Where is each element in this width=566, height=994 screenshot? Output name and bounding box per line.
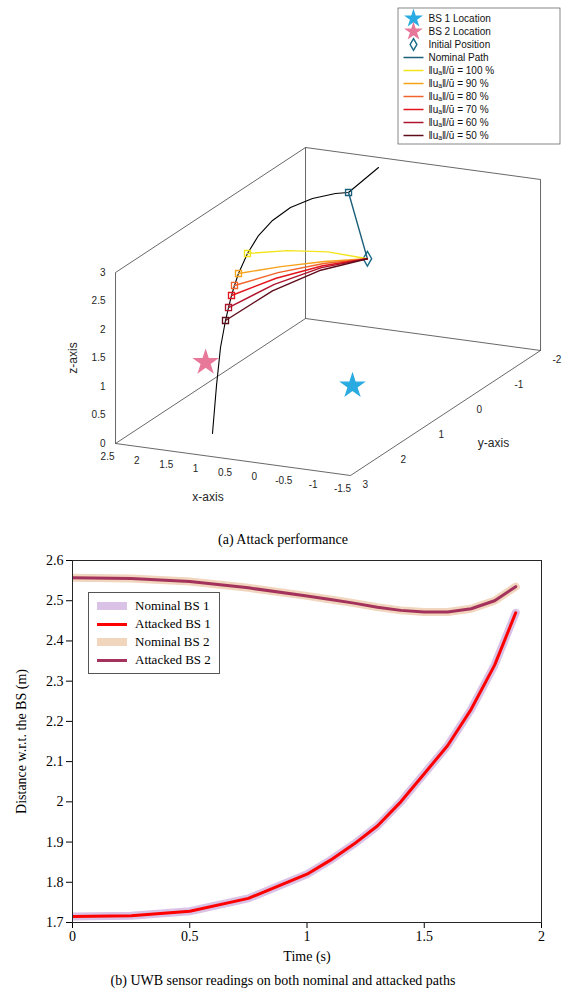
svg-text:2.5: 2.5	[46, 593, 64, 608]
svg-text:-1.5: -1.5	[334, 483, 352, 494]
svg-text:1.5: 1.5	[92, 352, 106, 363]
svg-text:BS 1 Location: BS 1 Location	[429, 13, 491, 24]
svg-text:‖uₐ‖/ū = 100 %: ‖uₐ‖/ū = 100 %	[429, 65, 495, 76]
html-text:Attacked BS 2: Attacked BS 2	[135, 652, 211, 667]
svg-text:-2: -2	[553, 354, 562, 365]
svg-text:1.9: 1.9	[46, 835, 64, 850]
svg-text:2: 2	[134, 455, 140, 466]
svg-text:0: 0	[477, 404, 483, 415]
html-text:Nominal BS 1: Nominal BS 1	[135, 598, 210, 613]
svg-text:Time (s): Time (s)	[283, 949, 331, 965]
svg-text:2: 2	[100, 324, 106, 335]
svg-text:3: 3	[363, 479, 369, 490]
svg-text:-1: -1	[309, 479, 318, 490]
svg-text:-1: -1	[515, 379, 524, 390]
svg-text:1.8: 1.8	[46, 875, 64, 890]
svg-text:0: 0	[252, 471, 258, 482]
html-text:Nominal BS 2: Nominal BS 2	[135, 634, 210, 649]
svg-text:Initial Position: Initial Position	[429, 39, 491, 50]
svg-text:y-axis: y-axis	[478, 436, 509, 450]
svg-text:2.3: 2.3	[46, 674, 64, 689]
html-text:(b) UWB sensor readings on bot: (b) UWB sensor readings on both nominal …	[110, 973, 456, 988]
svg-text:1.5: 1.5	[159, 459, 173, 470]
svg-text:2.5: 2.5	[92, 295, 106, 306]
svg-text:0: 0	[69, 929, 76, 944]
html-text:(a) Attack performance: (a) Attack performance	[218, 532, 348, 547]
svg-text:0.5: 0.5	[92, 409, 106, 420]
svg-text:1.5: 1.5	[416, 929, 434, 944]
svg-text:2.5: 2.5	[101, 451, 115, 462]
svg-text:2.1: 2.1	[46, 754, 64, 769]
html-text:Attacked BS 1: Attacked BS 1	[135, 616, 211, 631]
svg-text:2.6: 2.6	[46, 553, 64, 568]
svg-text:2.4: 2.4	[46, 633, 64, 648]
svg-text:‖uₐ‖/ū = 50 %: ‖uₐ‖/ū = 50 %	[429, 130, 489, 141]
svg-text:BS 2 Location: BS 2 Location	[429, 26, 491, 37]
svg-text:2.2: 2.2	[46, 714, 64, 729]
svg-text:‖uₐ‖/ū = 80 %: ‖uₐ‖/ū = 80 %	[429, 91, 489, 102]
svg-text:1: 1	[193, 463, 199, 474]
svg-text:1: 1	[439, 429, 445, 440]
svg-text:0.5: 0.5	[181, 929, 199, 944]
svg-text:1.7: 1.7	[46, 915, 64, 930]
svg-text:Distance w.r.t. the BS (m): Distance w.r.t. the BS (m)	[14, 669, 30, 814]
svg-text:z-axis: z-axis	[66, 342, 80, 373]
svg-text:0: 0	[100, 438, 106, 449]
svg-text:-0.5: -0.5	[275, 475, 293, 486]
svg-text:Nominal Path: Nominal Path	[429, 52, 489, 63]
svg-text:2: 2	[538, 929, 545, 944]
svg-text:1: 1	[100, 381, 106, 392]
svg-text:‖uₐ‖/ū = 70 %: ‖uₐ‖/ū = 70 %	[429, 104, 489, 115]
svg-text:‖uₐ‖/ū = 60 %: ‖uₐ‖/ū = 60 %	[429, 117, 489, 128]
svg-text:‖uₐ‖/ū = 90 %: ‖uₐ‖/ū = 90 %	[429, 78, 489, 89]
svg-text:x-axis: x-axis	[192, 490, 223, 504]
svg-text:3: 3	[100, 267, 106, 278]
svg-text:0.5: 0.5	[218, 467, 232, 478]
svg-text:2: 2	[57, 794, 64, 809]
svg-text:1: 1	[304, 929, 311, 944]
svg-text:2: 2	[401, 454, 407, 465]
